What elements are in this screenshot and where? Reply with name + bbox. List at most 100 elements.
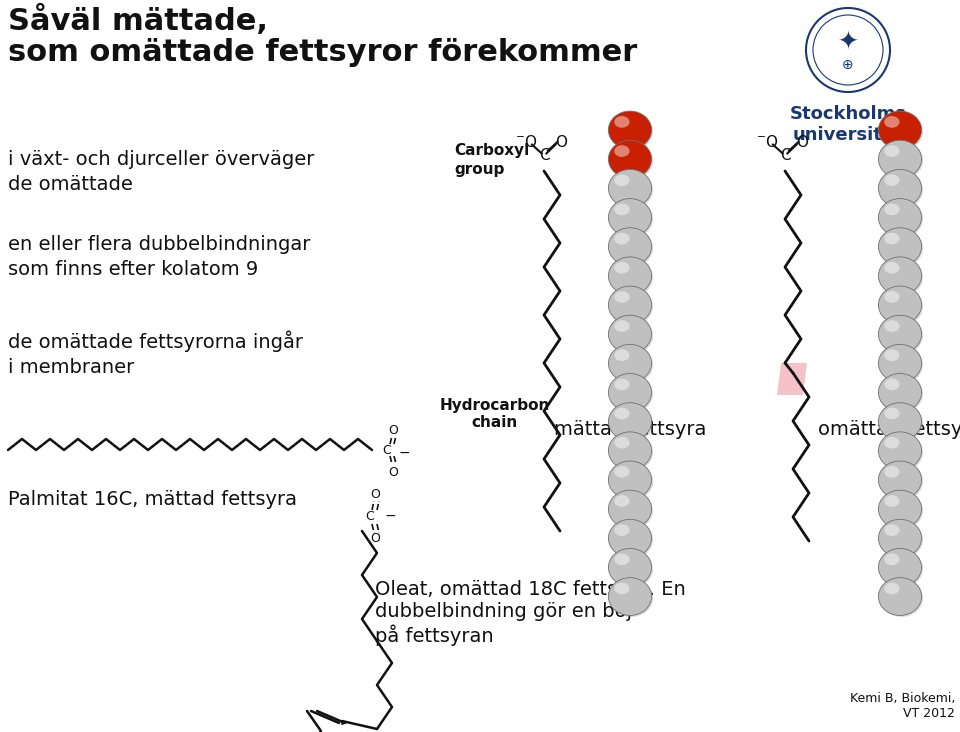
- Text: omättad fettsyra: omättad fettsyra: [818, 420, 960, 439]
- Text: som omättade fettsyror förekommer: som omättade fettsyror förekommer: [8, 38, 637, 67]
- Text: C: C: [366, 510, 374, 523]
- Ellipse shape: [614, 495, 630, 507]
- Ellipse shape: [878, 315, 922, 353]
- Text: Såväl mättade,: Såväl mättade,: [8, 5, 268, 36]
- Text: ⊕: ⊕: [842, 58, 853, 72]
- Ellipse shape: [614, 116, 630, 128]
- Ellipse shape: [884, 553, 900, 565]
- Ellipse shape: [609, 490, 652, 528]
- Ellipse shape: [609, 111, 652, 149]
- Ellipse shape: [614, 437, 630, 449]
- Ellipse shape: [884, 145, 900, 157]
- Ellipse shape: [609, 257, 652, 295]
- Ellipse shape: [610, 288, 653, 325]
- Ellipse shape: [614, 349, 630, 361]
- Ellipse shape: [878, 461, 922, 498]
- Ellipse shape: [878, 141, 922, 178]
- Ellipse shape: [878, 111, 922, 149]
- Ellipse shape: [609, 519, 652, 557]
- Ellipse shape: [880, 171, 924, 209]
- Ellipse shape: [884, 466, 900, 478]
- Ellipse shape: [610, 142, 653, 179]
- Ellipse shape: [884, 495, 900, 507]
- Text: Oleat, omättad 18C fettsyra. En
dubbelbindning gör en böj
på fettsyran: Oleat, omättad 18C fettsyra. En dubbelbi…: [375, 580, 685, 646]
- Ellipse shape: [880, 346, 924, 384]
- Text: en eller flera dubbelbindningar: en eller flera dubbelbindningar: [8, 235, 310, 254]
- Text: $^{-}$O: $^{-}$O: [516, 134, 538, 150]
- Polygon shape: [777, 363, 807, 395]
- Ellipse shape: [614, 408, 630, 419]
- Text: i växt- och djurceller överväger: i växt- och djurceller överväger: [8, 150, 314, 169]
- Text: Palmitat 16C, mättad fettsyra: Palmitat 16C, mättad fettsyra: [8, 490, 297, 509]
- Ellipse shape: [884, 408, 900, 419]
- Ellipse shape: [609, 344, 652, 382]
- Ellipse shape: [880, 550, 924, 588]
- Text: ✦: ✦: [837, 31, 858, 55]
- Text: de omättade fettsyrorna ingår: de omättade fettsyrorna ingår: [8, 330, 303, 351]
- Ellipse shape: [609, 228, 652, 266]
- Ellipse shape: [884, 116, 900, 128]
- Ellipse shape: [610, 113, 653, 150]
- Ellipse shape: [884, 203, 900, 215]
- Ellipse shape: [614, 378, 630, 390]
- Ellipse shape: [609, 432, 652, 470]
- Ellipse shape: [614, 320, 630, 332]
- Text: O: O: [388, 424, 398, 436]
- Ellipse shape: [610, 346, 653, 384]
- Ellipse shape: [610, 258, 653, 296]
- Ellipse shape: [609, 548, 652, 586]
- Ellipse shape: [878, 344, 922, 382]
- Text: som finns efter kolatom 9: som finns efter kolatom 9: [8, 260, 258, 279]
- Ellipse shape: [878, 257, 922, 295]
- Ellipse shape: [609, 373, 652, 411]
- Ellipse shape: [614, 203, 630, 215]
- Ellipse shape: [880, 142, 924, 179]
- Ellipse shape: [610, 200, 653, 238]
- Ellipse shape: [880, 433, 924, 471]
- Ellipse shape: [609, 461, 652, 498]
- Ellipse shape: [880, 200, 924, 238]
- Text: mättad fettsyra: mättad fettsyra: [554, 420, 707, 439]
- Ellipse shape: [884, 437, 900, 449]
- Ellipse shape: [609, 286, 652, 324]
- Ellipse shape: [880, 521, 924, 559]
- Text: O: O: [370, 532, 380, 545]
- Ellipse shape: [614, 291, 630, 303]
- Ellipse shape: [884, 291, 900, 303]
- Ellipse shape: [614, 262, 630, 274]
- Ellipse shape: [884, 349, 900, 361]
- Ellipse shape: [880, 463, 924, 500]
- Text: C: C: [780, 148, 790, 163]
- Text: C: C: [382, 444, 391, 457]
- Ellipse shape: [610, 550, 653, 588]
- Text: Kemi B, Biokemi,
VT 2012: Kemi B, Biokemi, VT 2012: [850, 692, 955, 720]
- Ellipse shape: [880, 375, 924, 413]
- Ellipse shape: [610, 579, 653, 617]
- Ellipse shape: [880, 317, 924, 354]
- Ellipse shape: [610, 317, 653, 354]
- Ellipse shape: [878, 490, 922, 528]
- Text: $-$: $-$: [384, 508, 396, 522]
- Ellipse shape: [880, 258, 924, 296]
- Ellipse shape: [609, 198, 652, 236]
- Ellipse shape: [614, 174, 630, 186]
- Ellipse shape: [614, 145, 630, 157]
- Ellipse shape: [878, 578, 922, 616]
- Text: O: O: [370, 488, 380, 501]
- Ellipse shape: [609, 578, 652, 616]
- Ellipse shape: [878, 373, 922, 411]
- Ellipse shape: [884, 320, 900, 332]
- Text: $^{-}$O: $^{-}$O: [756, 134, 779, 150]
- Ellipse shape: [610, 463, 653, 500]
- Ellipse shape: [878, 286, 922, 324]
- Ellipse shape: [878, 403, 922, 441]
- Ellipse shape: [614, 583, 630, 594]
- Ellipse shape: [610, 404, 653, 442]
- Ellipse shape: [880, 492, 924, 529]
- Text: Carboxyl: Carboxyl: [454, 143, 529, 158]
- Ellipse shape: [880, 288, 924, 325]
- Text: Hydrocarbon
chain: Hydrocarbon chain: [440, 398, 550, 430]
- Text: Stockholms
universitet: Stockholms universitet: [789, 105, 906, 143]
- Text: C: C: [539, 148, 549, 163]
- Ellipse shape: [610, 171, 653, 209]
